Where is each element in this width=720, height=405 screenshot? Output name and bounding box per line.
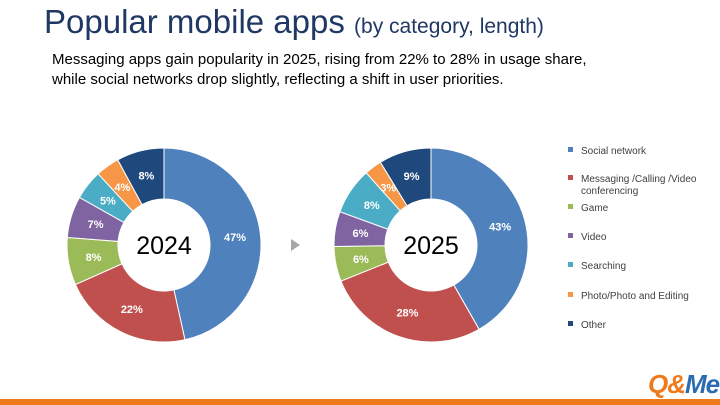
- donut-2025-data-label-6: 9%: [404, 171, 420, 183]
- donut-2025-slice-1: [340, 261, 480, 343]
- donut-2025-data-label-4: 8%: [364, 200, 380, 212]
- qme-logo: Q&Me: [648, 369, 720, 400]
- legend-swatch-3: [568, 233, 573, 238]
- donut-2025-data-label-3: 6%: [353, 228, 369, 240]
- legend-swatch-4: [568, 262, 573, 267]
- legend-label-2-0: Game: [581, 203, 609, 214]
- bottom-accent-bar: [0, 399, 720, 405]
- legend-swatch-6: [568, 321, 573, 326]
- transition-arrow-icon: [291, 239, 300, 251]
- legend-label-6-0: Other: [581, 320, 607, 331]
- legend-label-3-0: Video: [581, 232, 607, 243]
- legend-label-1-0: Messaging /Calling /Video: [581, 174, 697, 185]
- title-main: Popular mobile apps: [44, 3, 345, 40]
- title-suffix: (by category, length): [354, 15, 544, 38]
- legend-swatch-2: [568, 204, 573, 209]
- donut-2024-data-label-2: 8%: [86, 252, 102, 264]
- logo-part-1: Q&: [648, 369, 686, 399]
- donut-2025-slice-6: [379, 147, 432, 207]
- page-title: Popular mobile apps (by category, length…: [44, 3, 544, 41]
- legend-label-0-0: Social network: [581, 146, 647, 157]
- donut-2024-slice-0: [163, 147, 262, 341]
- legend-swatch-0: [568, 147, 573, 152]
- donut-2024-data-label-0: 47%: [224, 232, 246, 244]
- subtitle-line-1: Messaging apps gain popularity in 2025, …: [52, 51, 587, 68]
- donut-2024-data-label-1: 22%: [121, 304, 143, 316]
- donut-2025-data-label-0: 43%: [489, 222, 511, 234]
- donut-2025-data-label-1: 28%: [396, 308, 418, 320]
- donut-2024-data-label-6: 8%: [138, 171, 154, 183]
- donut-2024-data-label-3: 7%: [88, 219, 104, 231]
- donut-2025-slice-0: [430, 147, 529, 330]
- subtitle: Messaging apps gain popularity in 2025, …: [52, 50, 692, 90]
- donut-2025-data-label-2: 6%: [353, 254, 369, 266]
- legend-label-4-0: Searching: [581, 261, 626, 272]
- legend-label-5-0: Photo/Photo and Editing: [581, 291, 689, 302]
- legend-swatch-1: [568, 175, 573, 180]
- donut-2025-data-label-5: 3%: [380, 183, 396, 195]
- donut-2024-slice-1: [74, 263, 186, 343]
- donut-2024-data-label-4: 5%: [100, 196, 116, 208]
- legend-label-1-1: conferencing: [581, 186, 638, 197]
- logo-part-2: Me: [685, 369, 720, 399]
- donut-2024-center-label: 2024: [136, 232, 192, 260]
- donut-2024-slice-6: [117, 147, 165, 206]
- donut-2025-center-label: 2025: [403, 232, 459, 260]
- donut-2024-data-label-5: 4%: [114, 182, 130, 194]
- subtitle-line-2: while social networks drop slightly, ref…: [52, 71, 504, 88]
- legend-swatch-5: [568, 292, 573, 297]
